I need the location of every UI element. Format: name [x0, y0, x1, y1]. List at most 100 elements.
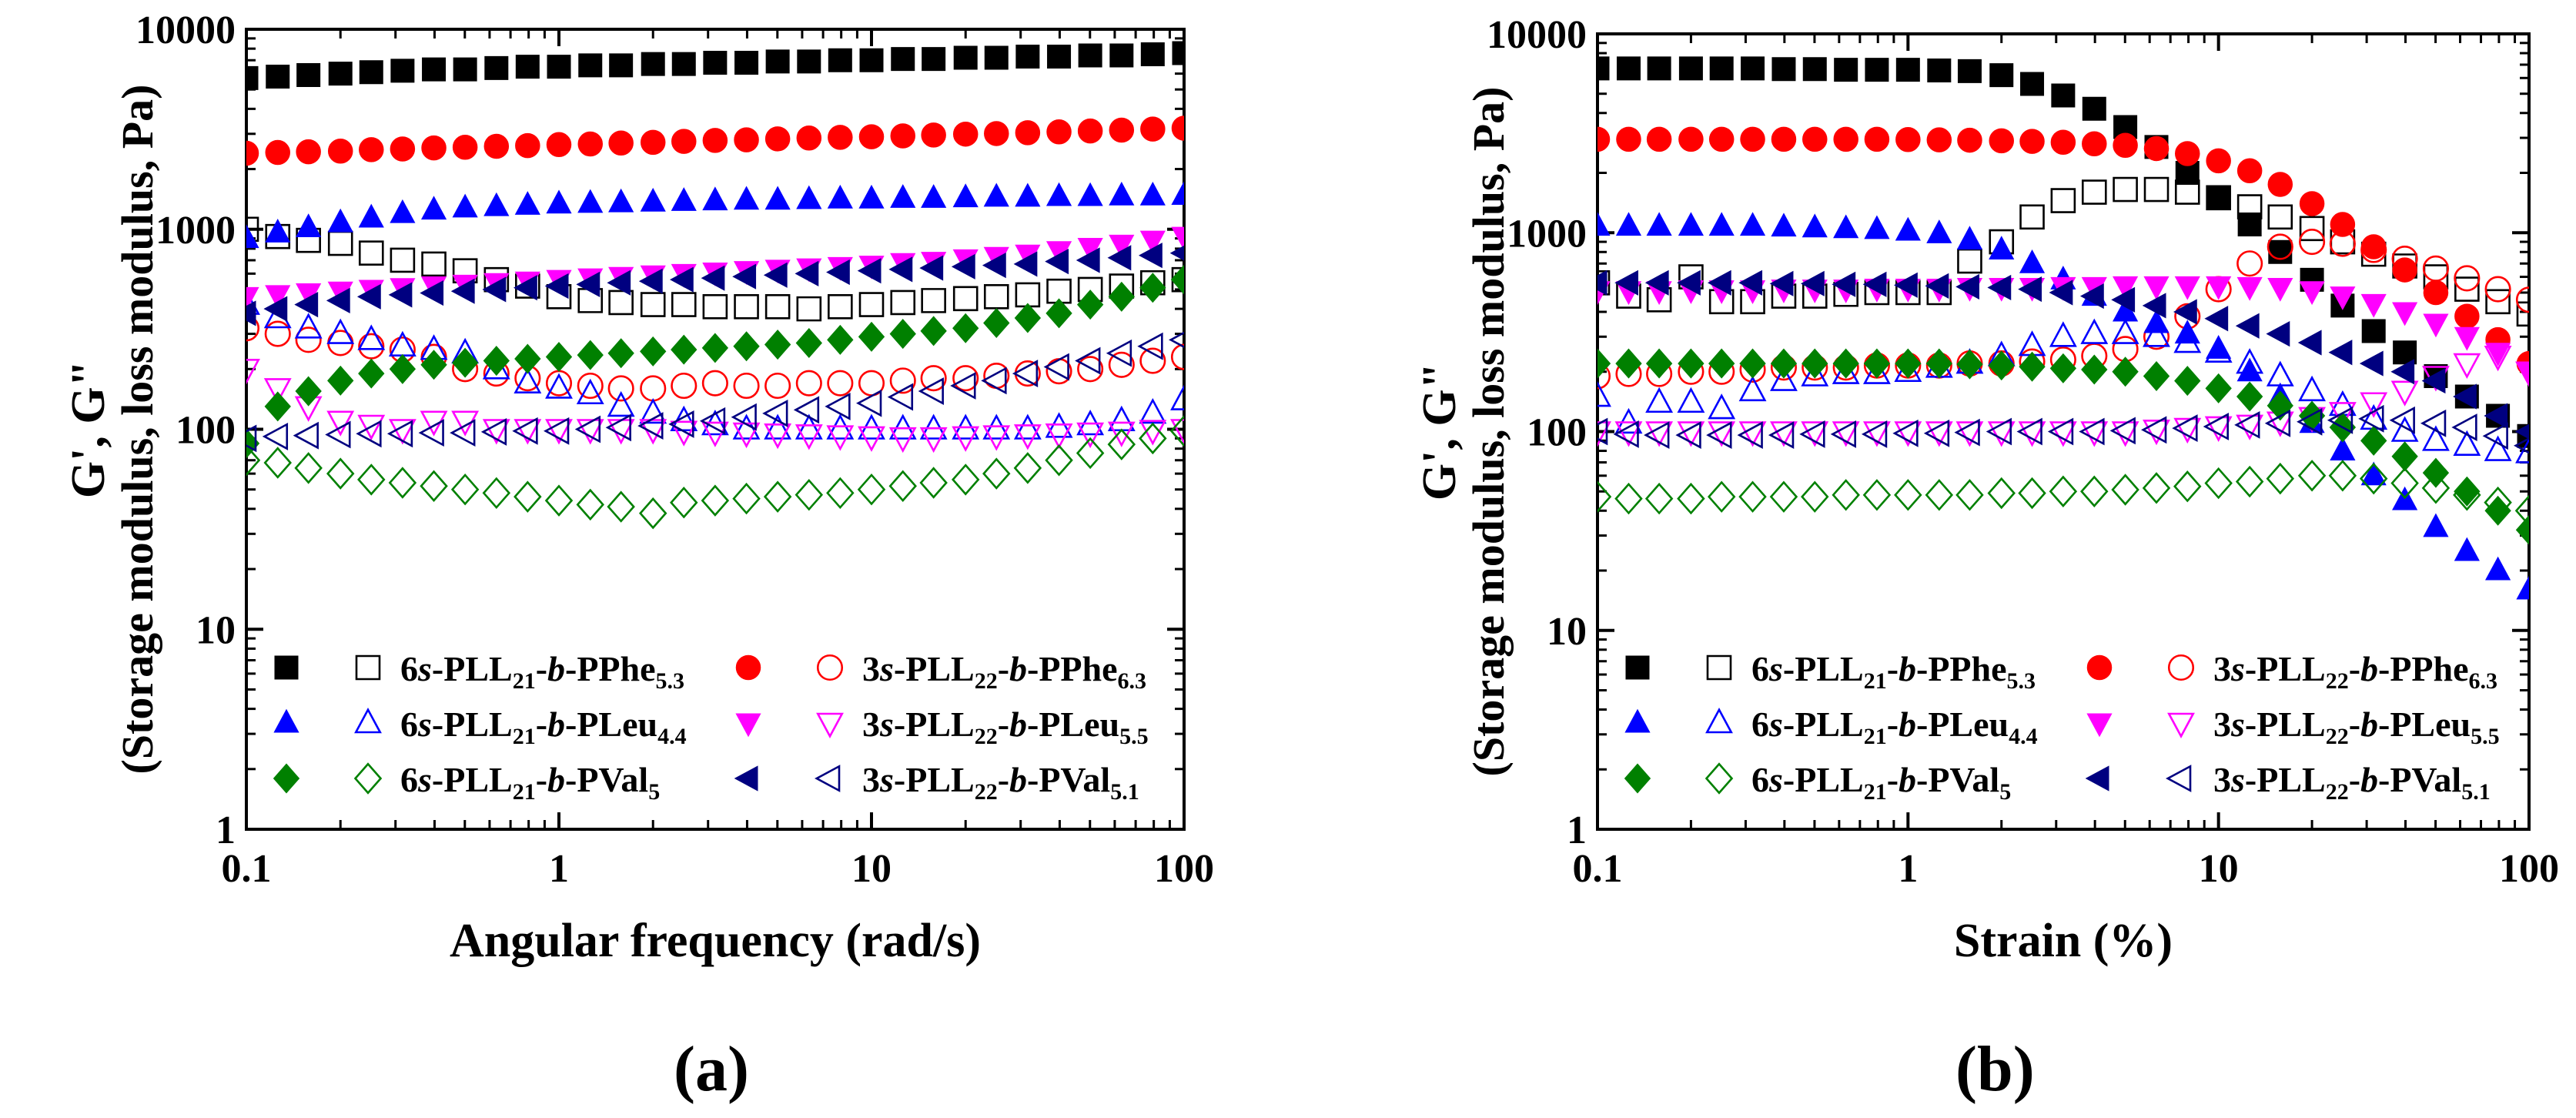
- data-point: [2175, 141, 2200, 166]
- data-point: [326, 457, 355, 490]
- data-point: [764, 423, 792, 450]
- data-point: [733, 372, 760, 400]
- data-point: [1171, 266, 1184, 293]
- data-point: [1864, 215, 1890, 239]
- legend-entry-label: 3s-PLL22-b-PVal5.1: [862, 760, 1139, 805]
- data-point: [2111, 318, 2139, 344]
- data-point: [2173, 417, 2202, 444]
- data-point: [2453, 383, 2477, 410]
- data-point: [1014, 303, 1042, 333]
- data-point: [2422, 255, 2449, 282]
- data-point: [1645, 421, 1674, 447]
- data-point: [952, 183, 979, 208]
- data-point: [889, 367, 916, 394]
- data-point: [637, 412, 664, 440]
- data-point: [1957, 59, 1982, 83]
- data-point: [484, 55, 509, 80]
- data-point: [2080, 421, 2109, 447]
- data-point: [827, 184, 853, 209]
- data-point: [2454, 276, 2480, 302]
- legend-entry-label: 3s-PLL22-b-PPhe6.3: [2213, 649, 2497, 694]
- data-point: [1830, 420, 1856, 448]
- data-point: [1015, 45, 1040, 69]
- data-point: [1597, 480, 1612, 513]
- data-point: [2234, 410, 2260, 439]
- data-point: [1925, 348, 1952, 379]
- data-point: [577, 131, 604, 157]
- data-point: [1646, 126, 1672, 152]
- data-point: [1108, 281, 1135, 312]
- data-point: [2267, 204, 2293, 230]
- data-point: [1925, 479, 1954, 511]
- data-point: [888, 256, 913, 283]
- data-point: [1614, 421, 1643, 447]
- data-point: [452, 135, 478, 160]
- data-point: [921, 184, 947, 208]
- data-point: [2453, 353, 2481, 380]
- legend-marker-open: [1705, 708, 1733, 734]
- y-axis-label-line2: (Storage modulus, loss modulus, Pa): [1464, 87, 1514, 777]
- data-point: [858, 184, 885, 209]
- data-point: [2393, 340, 2417, 365]
- data-point: [2328, 460, 2357, 492]
- data-point: [2080, 475, 2109, 507]
- data-point: [983, 182, 1009, 207]
- data-point: [1644, 269, 1669, 296]
- data-point: [2143, 361, 2170, 392]
- data-point: [325, 420, 351, 449]
- data-point: [512, 417, 538, 445]
- data-point: [1678, 212, 1705, 236]
- data-point: [263, 447, 292, 479]
- data-point: [2236, 381, 2263, 412]
- data-point: [450, 278, 475, 304]
- legend-entry-label: 6s-PLL21-b-PVal5: [1751, 760, 2011, 805]
- data-point: [641, 52, 665, 76]
- data-point: [982, 253, 1006, 279]
- data-point: [514, 419, 542, 445]
- data-point: [2174, 366, 2201, 397]
- data-point: [825, 392, 851, 420]
- data-point: [1895, 58, 1920, 82]
- data-point: [1137, 332, 1163, 360]
- data-point: [796, 125, 822, 151]
- data-point: [921, 288, 946, 313]
- data-point: [2113, 115, 2138, 139]
- data-point: [246, 444, 261, 477]
- data-point: [452, 193, 478, 218]
- data-point: [2392, 302, 2418, 326]
- data-point: [888, 470, 917, 502]
- data-point: [1171, 181, 1184, 206]
- data-point: [981, 367, 1007, 395]
- data-point: [1800, 270, 1825, 296]
- data-point: [1802, 57, 1827, 82]
- data-point: [671, 187, 697, 211]
- data-point: [2206, 276, 2232, 300]
- data-point: [2454, 537, 2480, 561]
- data-point: [2267, 233, 2293, 260]
- data-point: [2299, 281, 2325, 306]
- data-point: [2514, 494, 2529, 527]
- data-point: [1801, 360, 1829, 387]
- data-point: [2391, 245, 2418, 273]
- data-point: [764, 413, 792, 440]
- data-point: [356, 283, 381, 310]
- data-point: [1614, 482, 1643, 515]
- data-point: [2454, 326, 2480, 351]
- data-point: [1171, 115, 1184, 141]
- data-point: [1926, 219, 1952, 243]
- legend-marker-open: [353, 762, 383, 795]
- data-point: [2050, 129, 2076, 156]
- data-point: [1832, 358, 1860, 384]
- data-point: [1833, 214, 1859, 239]
- data-point: [1737, 421, 1763, 450]
- data-point: [2389, 406, 2415, 434]
- data-point: [2082, 131, 2107, 157]
- data-point: [326, 287, 350, 313]
- data-point: [1139, 181, 1166, 206]
- data-point: [702, 294, 728, 320]
- data-point: [358, 203, 384, 228]
- data-point: [1738, 269, 1763, 296]
- x-tick-label: 1: [1898, 847, 1918, 891]
- data-point: [1708, 212, 1735, 236]
- data-point: [2515, 514, 2529, 545]
